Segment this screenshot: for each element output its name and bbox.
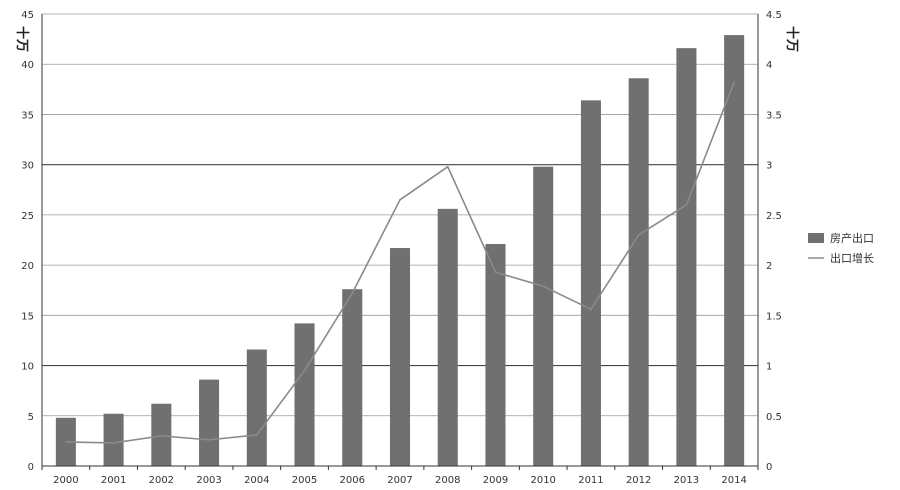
right-tick-label: 1.5	[766, 311, 782, 322]
bar	[485, 244, 506, 466]
right-tick-label: 2.5	[766, 211, 782, 222]
left-tick-label: 25	[21, 211, 34, 222]
left-tick-label: 35	[21, 110, 34, 121]
bar	[389, 248, 411, 466]
right-axis-unit: 十万	[784, 26, 800, 52]
x-tick-label: 2014	[721, 475, 746, 486]
line-point	[590, 308, 592, 311]
line-point	[542, 285, 544, 288]
right-tick-label: 1	[766, 362, 772, 373]
bar	[580, 100, 601, 466]
x-tick-label: 2009	[483, 475, 508, 486]
line-point	[112, 442, 115, 444]
bar	[342, 289, 363, 466]
right-tick-label: 0	[766, 462, 772, 473]
x-tick-label: 2002	[149, 475, 174, 486]
bar	[246, 349, 267, 466]
line-point	[494, 271, 497, 273]
left-tick-label: 10	[21, 362, 34, 373]
left-tick-label: 5	[28, 412, 34, 423]
x-tick-label: 2011	[578, 475, 603, 486]
line-point	[446, 165, 449, 168]
bar	[724, 35, 745, 467]
line-point	[399, 199, 401, 201]
legend-bar-label: 房产出口	[830, 231, 874, 245]
bar	[676, 48, 697, 466]
right-tick-label: 0.5	[766, 412, 782, 423]
x-tick-label: 2004	[244, 475, 269, 486]
bar	[199, 379, 220, 466]
x-axis-ticks: 2000 2001 2002 2003 2004 2005 2006 2007 2008 2009…	[53, 475, 747, 486]
line-point	[65, 441, 67, 443]
bar	[533, 166, 554, 467]
right-axis-ticks: 0 0.5 1 1.5 2 2.5 3 3.5 4 4.5	[766, 10, 782, 473]
line-point	[160, 435, 163, 437]
right-tick-label: 4	[766, 60, 772, 71]
legend: 房产出口 出口增长	[808, 231, 874, 265]
x-tick-label: 2010	[530, 475, 555, 486]
bar	[294, 323, 315, 466]
right-tick-label: 2	[766, 261, 772, 272]
line-point	[255, 434, 258, 436]
left-tick-label: 0	[28, 462, 34, 473]
left-tick-label: 20	[21, 261, 34, 272]
line-point	[733, 81, 735, 84]
line-point	[351, 292, 354, 295]
x-tick-label: 2006	[340, 475, 365, 486]
left-tick-label: 15	[21, 311, 34, 322]
x-tick-label: 2008	[435, 475, 460, 486]
line-point	[637, 234, 640, 236]
x-tick-label: 2001	[101, 475, 126, 486]
right-tick-label: 3	[766, 161, 772, 172]
legend-bar-swatch	[808, 233, 824, 243]
x-tick-label: 2005	[292, 475, 317, 486]
legend-line-label: 出口增长	[830, 251, 874, 265]
right-tick-label: 4.5	[766, 10, 782, 21]
x-tick-label: 2003	[196, 475, 221, 486]
axes	[41, 14, 759, 470]
left-tick-label: 45	[21, 10, 34, 21]
bar	[437, 208, 458, 466]
bar	[103, 413, 124, 466]
x-tick-label: 2012	[626, 475, 651, 486]
bar	[628, 78, 649, 466]
left-axis-unit: 十万	[14, 26, 30, 52]
line-point	[685, 204, 688, 206]
x-tick-label: 2000	[53, 475, 78, 486]
bar	[151, 403, 172, 466]
left-tick-label: 30	[21, 161, 34, 172]
bar-series	[55, 35, 745, 467]
line-point	[208, 439, 210, 441]
x-tick-label: 2013	[674, 475, 699, 486]
left-axis-ticks: 0 5 10 15 20 25 30 35 40 45	[21, 10, 34, 473]
x-tick-label: 2007	[387, 475, 412, 486]
left-tick-label: 40	[21, 60, 34, 71]
right-tick-label: 3.5	[766, 110, 782, 121]
line-point	[303, 369, 306, 372]
line-series	[65, 81, 735, 444]
